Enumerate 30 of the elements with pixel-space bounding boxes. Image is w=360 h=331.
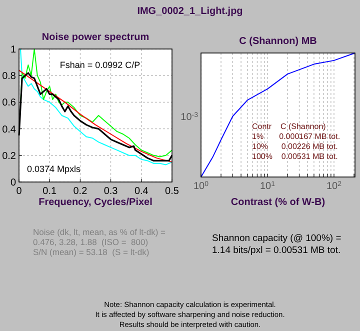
text: IMG_0002_1_Light.jpg [137,6,243,17]
text: S/N (mean) = 53.18 (S = lt-dk) [33,247,150,257]
y-tick-label: 1 [10,44,16,56]
chart-title: Noise power spectrum [42,32,150,43]
annotation: Fshan = 0.0992 C/P [60,60,140,70]
y-tick-label: 0.8 [2,71,16,82]
x-tick-label: 10$^{0}$ [193,180,209,192]
x-tick-label: 0.3 [104,186,118,197]
x-axis-title: Frequency, Cycles/Pixel [38,197,153,208]
x-tick-label: 10$^{1}$ [260,180,276,192]
y-tick-label: 0.2 [2,150,16,162]
y-tick-label: 0.6 [2,98,16,109]
x-tick-label: 10$^{2}$ [326,180,342,192]
text: 0.476, 3.28, 1.88 (ISO = 800) [33,237,148,247]
x-tick-label: 0.5 [165,186,180,197]
y-tick-label: 0.4 [2,124,16,136]
annotation: 100% 0.00531 MB tot. [252,152,338,161]
annotation: 0.0374 Mpxls [27,164,82,174]
x-axis-title: Contrast (% of W-B) [230,197,326,208]
annotation: Contr C (Shannon) [252,122,326,131]
x-tick-label: 0.4 [134,186,149,197]
text: 1.14 bits/pxl = 0.00531 MB tot. [212,245,341,256]
annotation: 1% 0.000167 MB tot. [252,132,340,141]
x-tick-label: 0.1 [42,186,57,197]
text: Shannon capacity (@ 100%) = [212,233,342,244]
x-tick-label: 0.2 [73,186,88,197]
annotation: 10% 0.00226 MB tot. [252,142,338,151]
text: 10$^{-3}$ [180,112,198,123]
chart-title: C (Shannon) MB [239,36,317,47]
text: Noise (dk, lt, mean, as % of lt-dk) = [33,227,166,237]
